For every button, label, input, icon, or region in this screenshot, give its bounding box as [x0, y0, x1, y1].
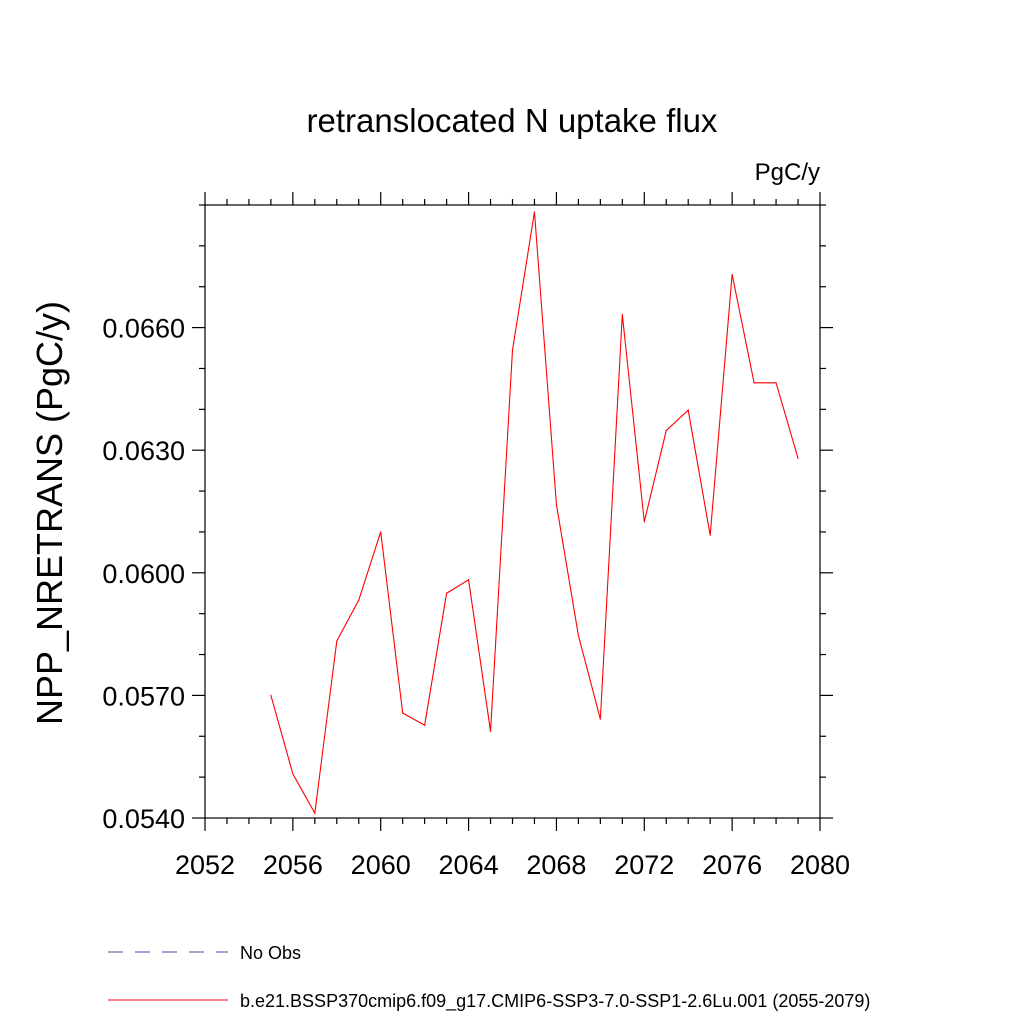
data-point — [446, 592, 448, 594]
plot-frame — [204, 204, 821, 819]
data-point — [709, 534, 711, 536]
x-tick-label: 2052 — [175, 850, 235, 880]
units-label: PgC/y — [755, 159, 820, 186]
axis-ticks: 2052 2056 2060 2064 2068 2072 2076 2080 0.0540 0.… — [102, 192, 850, 880]
series-layer — [270, 211, 799, 815]
y-tick-label: 0.0600 — [102, 559, 185, 589]
legend-label-1: b.e21.BSSP370cmip6.f09_g17.CMIP6-SSP3-7.… — [240, 991, 870, 1012]
data-point — [665, 429, 667, 432]
legend: No Obs b.e21.BSSP370cmip6.f09_g17.CMIP6-S… — [108, 943, 870, 1012]
data-point — [380, 531, 382, 533]
data-point — [314, 812, 316, 814]
data-point — [643, 521, 645, 523]
data-point — [599, 718, 601, 720]
data-point — [621, 313, 623, 316]
data-point — [533, 211, 536, 213]
data-point — [775, 382, 777, 384]
x-tick-label: 2068 — [526, 850, 586, 880]
x-tick-label: 2064 — [439, 850, 499, 880]
y-tick-label: 0.0630 — [102, 436, 185, 466]
data-point — [292, 773, 294, 775]
x-tick-label: 2056 — [263, 850, 323, 880]
data-point — [555, 503, 558, 506]
data-point — [687, 409, 689, 411]
y-tick-label: 0.0570 — [102, 681, 185, 711]
series-line-1 — [270, 211, 799, 815]
data-point — [489, 730, 492, 732]
x-tick-label: 2080 — [790, 850, 850, 880]
x-tick-label: 2072 — [614, 850, 674, 880]
y-tick-label: 0.0540 — [102, 804, 185, 834]
x-tick-label: 2060 — [351, 850, 411, 880]
data-point — [358, 599, 360, 601]
data-point — [511, 349, 514, 351]
data-point — [402, 712, 404, 714]
data-point — [424, 724, 426, 726]
y-axis-label: NPP_NRETRANS (PgC/y) — [29, 301, 70, 725]
y-tick-label: 0.0660 — [102, 314, 185, 344]
data-point — [270, 694, 272, 697]
x-tick-label: 2076 — [702, 850, 762, 880]
data-point — [797, 457, 799, 459]
legend-label-0: No Obs — [240, 943, 301, 963]
chart-title: retranslocated N uptake flux — [307, 102, 718, 139]
data-point — [467, 579, 470, 581]
data-point — [731, 273, 733, 276]
data-point — [336, 640, 338, 642]
data-point — [753, 382, 755, 384]
data-point — [577, 634, 579, 636]
